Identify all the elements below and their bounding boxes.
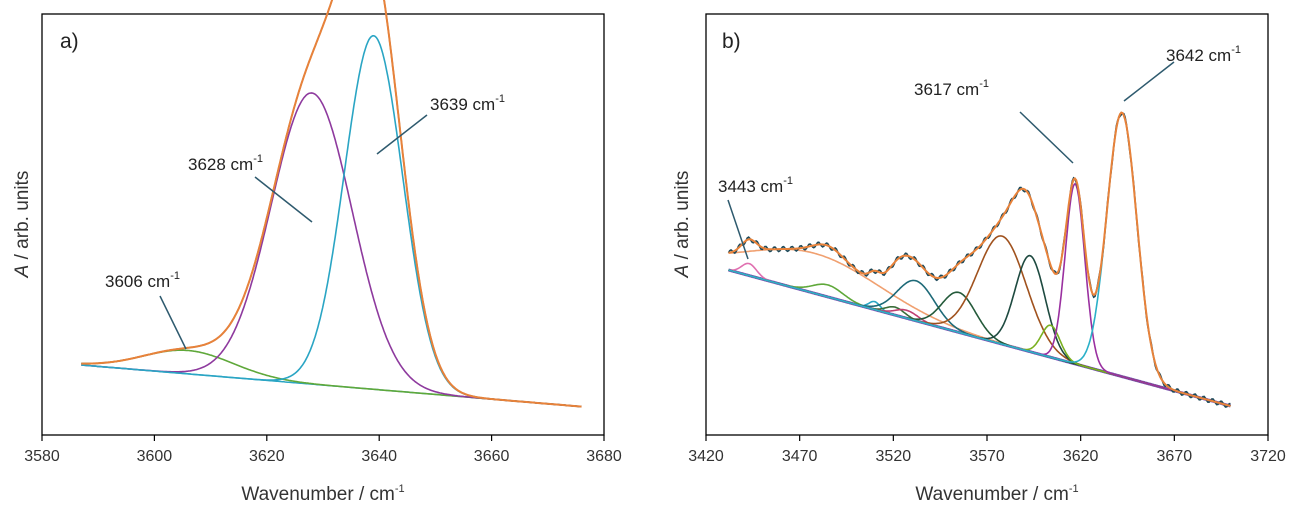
panel-a-annotations: 3606 cm-1 3628 cm-1 3639 cm-1 bbox=[105, 93, 505, 350]
panel-b-component-peak bbox=[728, 182, 1231, 407]
panel-b-annotation-label: 3642 cm-1 bbox=[1166, 44, 1241, 65]
panel-b-fit-sum bbox=[728, 111, 1231, 407]
panel-b-x-tick-label: 3620 bbox=[1063, 448, 1099, 465]
panel-a-measured-spectrum bbox=[81, 0, 582, 408]
panel-a-x-ticks: 3580 3600 3620 3640 3660 3680 bbox=[24, 435, 622, 465]
panel-a-component-peak bbox=[81, 34, 582, 408]
panel-b-annotation-leader bbox=[727, 199, 749, 260]
panel-b-annotation-leader bbox=[1123, 61, 1175, 102]
panel-a-x-tick-label: 3660 bbox=[474, 448, 510, 465]
panel-b-curves bbox=[727, 111, 1231, 408]
panel-b-annotations: 3443 cm-1 3617 cm-1 3642 cm-1 bbox=[718, 44, 1241, 260]
panel-a-component-peak bbox=[81, 92, 582, 408]
panel-a-annotation-leader bbox=[159, 295, 187, 350]
panel-b-annotation-label: 3443 cm-1 bbox=[718, 175, 793, 196]
panel-b-x-tick-label: 3470 bbox=[782, 448, 818, 465]
panel-a-fit-sum bbox=[81, 0, 582, 408]
panel-b-y-axis-title: A / arb. units bbox=[672, 171, 693, 279]
panel-a-annotation-label: 3606 cm-1 bbox=[105, 270, 180, 291]
panel-a-x-tick-label: 3620 bbox=[249, 448, 285, 465]
panel-b-x-tick-label: 3670 bbox=[1157, 448, 1193, 465]
panel-b-x-tick-label: 3520 bbox=[876, 448, 912, 465]
panel-b-annotation-leader bbox=[1019, 111, 1074, 164]
panel-b-x-tick-label: 3570 bbox=[969, 448, 1005, 465]
panel-a-annotation-label: 3639 cm-1 bbox=[430, 93, 505, 114]
panel-a-x-axis-title: Wavenumber / cm-1 bbox=[241, 483, 404, 505]
panel-a-y-axis-title: A / arb. units bbox=[12, 171, 33, 279]
panel-a-x-tick-label: 3680 bbox=[586, 448, 622, 465]
panel-b-component-peak bbox=[728, 235, 1231, 407]
panel-b-component-peak bbox=[728, 248, 1231, 407]
panel-a-component-peak bbox=[81, 349, 582, 408]
panel-a-x-tick-label: 3600 bbox=[137, 448, 173, 465]
panel-a-curves bbox=[81, 0, 582, 408]
panel-b: b) 3420 3470 3520 3570 3620 3670 3720 3443 cm-… bbox=[672, 13, 1286, 505]
panel-b-x-axis-title: Wavenumber / cm-1 bbox=[915, 483, 1078, 505]
panel-b-annotation-label: 3617 cm-1 bbox=[914, 78, 989, 99]
panel-a-label: a) bbox=[60, 30, 79, 53]
panel-a: a) 3580 3600 3620 3640 3660 3680 3606 cm-1 362… bbox=[12, 0, 622, 505]
panel-b-label: b) bbox=[722, 30, 741, 53]
panel-a-annotation-leader bbox=[254, 176, 313, 223]
panel-a-x-tick-label: 3640 bbox=[361, 448, 397, 465]
panel-b-x-tick-label: 3720 bbox=[1250, 448, 1286, 465]
panel-b-x-tick-label: 3420 bbox=[688, 448, 724, 465]
panel-b-component-peak bbox=[728, 254, 1231, 407]
panel-a-x-tick-label: 3580 bbox=[24, 448, 60, 465]
panel-a-annotation-label: 3628 cm-1 bbox=[188, 153, 263, 174]
panel-a-frame bbox=[41, 13, 605, 436]
panel-a-annotation-leader bbox=[376, 114, 428, 155]
panel-b-x-ticks: 3420 3470 3520 3570 3620 3670 3720 bbox=[688, 435, 1286, 465]
